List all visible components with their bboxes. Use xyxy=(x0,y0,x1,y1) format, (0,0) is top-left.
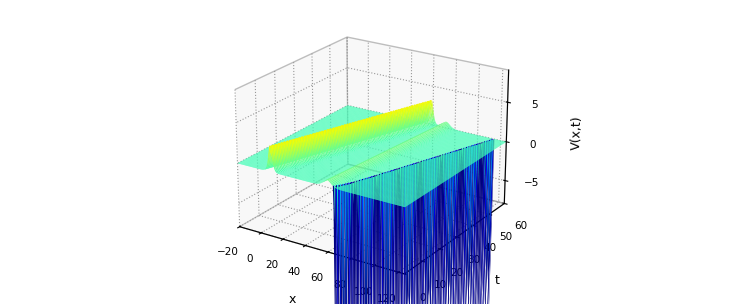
Y-axis label: t: t xyxy=(494,274,500,287)
X-axis label: x: x xyxy=(289,293,296,305)
